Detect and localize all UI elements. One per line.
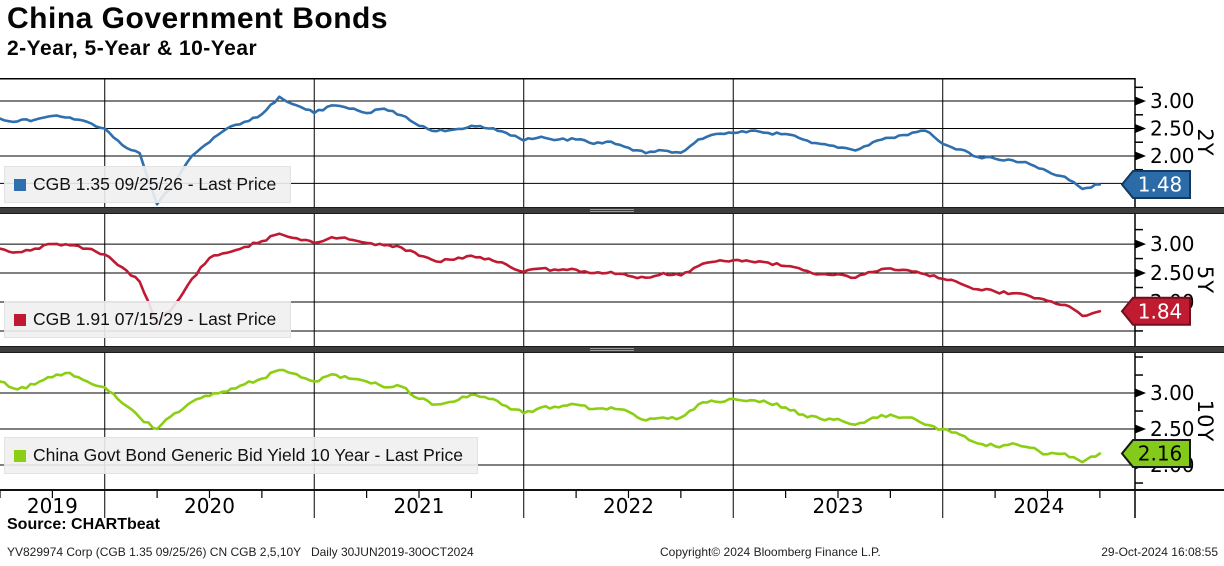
svg-text:2.50: 2.50 xyxy=(1150,261,1195,285)
panel-2y: 2.00 2.50 3.00 1.48 2Y CGB 1.35 09/25/26 - L… xyxy=(0,78,1224,207)
legend-label-5y: CGB 1.91 07/15/29 - Last Price xyxy=(33,309,277,329)
legend-swatch-10y xyxy=(14,449,26,462)
svg-text:2.50: 2.50 xyxy=(1150,417,1195,441)
footer-timestamp: 29-Oct-2024 16:08:55 xyxy=(1101,545,1218,559)
legend-swatch-2y xyxy=(14,178,26,191)
x-axis: 2019 2020 2021 2022 2023 2024 xyxy=(0,489,1224,521)
legend-2y: CGB 1.35 09/25/26 - Last Price xyxy=(4,166,292,203)
legend-label-2y: CGB 1.35 09/25/26 - Last Price xyxy=(33,174,277,194)
legend-label-10y: China Govt Bond Generic Bid Yield 10 Yea… xyxy=(33,445,463,465)
legend-10y: China Govt Bond Generic Bid Yield 10 Yea… xyxy=(4,437,478,474)
chart-header: China Government Bonds 2-Year, 5-Year & … xyxy=(7,2,388,61)
footer-copyright: Copyright© 2024 Bloomberg Finance L.P. xyxy=(660,545,881,559)
x-axis-ticks: 2019 2020 2021 2022 2023 2024 xyxy=(0,491,1136,518)
svg-text:2.50: 2.50 xyxy=(1150,117,1195,141)
legend-5y: CGB 1.91 07/15/29 - Last Price xyxy=(4,301,292,338)
page-subtitle: 2-Year, 5-Year & 10-Year xyxy=(7,36,258,60)
svg-text:2019: 2019 xyxy=(27,494,78,518)
svg-text:1.48: 1.48 xyxy=(1138,172,1183,196)
splitter-grip-icon[interactable] xyxy=(590,348,634,351)
svg-text:2021: 2021 xyxy=(394,494,445,518)
footer: YV829974 Corp (CGB 1.35 09/25/26) CN CGB… xyxy=(0,545,1224,563)
legend-swatch-5y xyxy=(14,313,26,326)
panel-splitter xyxy=(0,207,1224,214)
svg-text:2020: 2020 xyxy=(184,494,235,518)
svg-text:3.00: 3.00 xyxy=(1150,232,1195,256)
svg-text:1.84: 1.84 xyxy=(1138,299,1183,323)
bond-yield-chart: 2.00 2.50 3.00 1.48 2Y CGB 1.35 09/25/26 - L… xyxy=(0,78,1224,521)
page-title: China Government Bonds xyxy=(7,2,389,35)
svg-text:3.00: 3.00 xyxy=(1150,89,1195,113)
svg-text:2Y: 2Y xyxy=(1193,128,1217,156)
splitter-grip-icon[interactable] xyxy=(590,209,634,212)
svg-text:2023: 2023 xyxy=(813,494,864,518)
footer-security-line: YV829974 Corp (CGB 1.35 09/25/26) CN CGB… xyxy=(7,545,474,559)
source-label: Source: CHARTbeat xyxy=(7,516,160,533)
panel-2y-plot: 2.00 2.50 3.00 1.48 2Y xyxy=(0,78,1217,207)
svg-text:2.16: 2.16 xyxy=(1138,442,1183,466)
svg-text:2024: 2024 xyxy=(1013,494,1064,518)
panel-splitter xyxy=(0,346,1224,353)
svg-text:2022: 2022 xyxy=(603,494,654,518)
svg-text:5Y: 5Y xyxy=(1193,266,1217,294)
svg-text:3.00: 3.00 xyxy=(1150,381,1195,405)
svg-text:10Y: 10Y xyxy=(1193,400,1217,443)
svg-text:2.00: 2.00 xyxy=(1150,144,1195,168)
